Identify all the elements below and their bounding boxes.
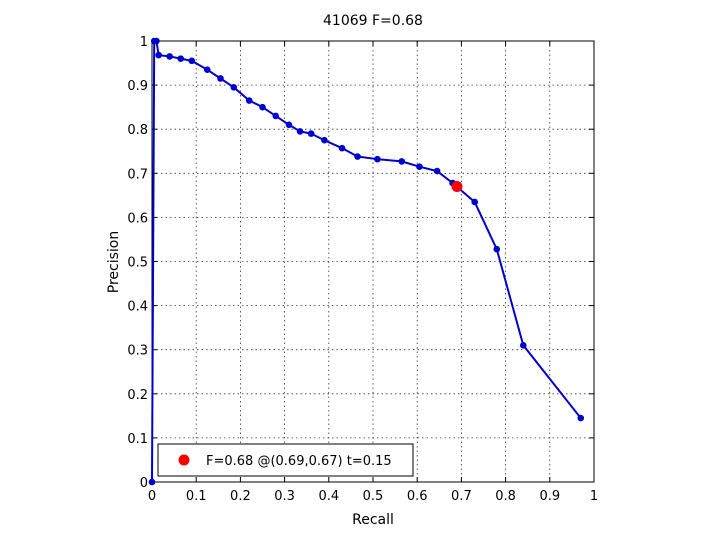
data-point — [338, 144, 346, 152]
data-point — [307, 130, 315, 137]
chart-title: 41069 F=0.68 — [323, 13, 423, 29]
legend-box — [157, 443, 414, 477]
data-point — [217, 75, 224, 82]
data-point — [177, 55, 185, 62]
data-point — [153, 37, 160, 45]
data-point — [259, 103, 266, 111]
x-tick-labels: 0 0.1 0.2 0.3 0.4 0.5 0.6 0.7 0.8 0.9 1 — [148, 489, 598, 504]
y-tick-label: 0.3 — [127, 344, 148, 359]
x-tick-label: 0 — [148, 489, 156, 504]
data-point — [188, 57, 196, 65]
data-point — [519, 341, 527, 349]
data-point — [471, 198, 478, 206]
data-point — [416, 163, 423, 170]
y-tick-label: 0.8 — [127, 123, 148, 138]
grid-lines — [152, 41, 594, 482]
data-point — [285, 121, 293, 129]
data-point — [272, 112, 280, 120]
series-layer — [148, 37, 585, 486]
data-point — [374, 155, 381, 163]
x-tick-label: 0.5 — [363, 489, 384, 504]
y-axis-title: Precision — [106, 231, 122, 293]
y-tick-label: 0.6 — [127, 211, 148, 226]
data-point — [398, 158, 406, 165]
best-f-point — [451, 181, 463, 193]
y-tick-label: 0.7 — [127, 167, 148, 182]
x-axis-title: Recall — [352, 512, 394, 528]
x-tick-label: 0.1 — [186, 489, 207, 504]
data-point — [166, 53, 173, 60]
y-tick-label: 1 — [140, 35, 148, 50]
data-point — [321, 136, 328, 144]
y-tick-label: 0.5 — [127, 256, 148, 271]
legend-label: F=0.68 @(0.69,0.67) t=0.15 — [206, 454, 392, 469]
plot-frame — [151, 40, 595, 483]
y-tick-label: 0.2 — [127, 388, 148, 403]
x-tick-label: 0.8 — [495, 489, 516, 504]
legend-marker — [178, 454, 190, 466]
data-point — [433, 167, 441, 175]
data-point — [203, 66, 211, 73]
x-tick-label: 0.3 — [274, 489, 295, 504]
x-tick-label: 0.7 — [451, 489, 472, 504]
data-point — [493, 245, 501, 253]
data-point — [155, 51, 162, 59]
x-tick-label: 0.2 — [230, 489, 251, 504]
y-tick-label: 0.1 — [127, 432, 148, 447]
x-tick-label: 0.6 — [407, 489, 428, 504]
x-tick-label: 1 — [590, 489, 598, 504]
data-point — [577, 414, 585, 422]
data-point — [245, 97, 253, 104]
data-point — [148, 478, 156, 486]
y-tick-label: 0.9 — [127, 79, 148, 94]
legend: F=0.68 @(0.69,0.67) t=0.15 — [157, 443, 414, 477]
x-tick-label: 0.4 — [318, 489, 339, 504]
data-point — [354, 153, 361, 160]
y-tick-label: 0 — [140, 476, 148, 491]
data-point — [296, 128, 304, 135]
y-tick-label: 0.4 — [127, 300, 148, 315]
series-line — [151, 40, 582, 483]
x-tick-label: 0.9 — [539, 489, 560, 504]
data-point — [230, 84, 238, 91]
y-tick-labels: 0 0.1 0.2 0.3 0.4 0.5 0.6 0.7 0.8 0.9 1 — [127, 35, 148, 491]
